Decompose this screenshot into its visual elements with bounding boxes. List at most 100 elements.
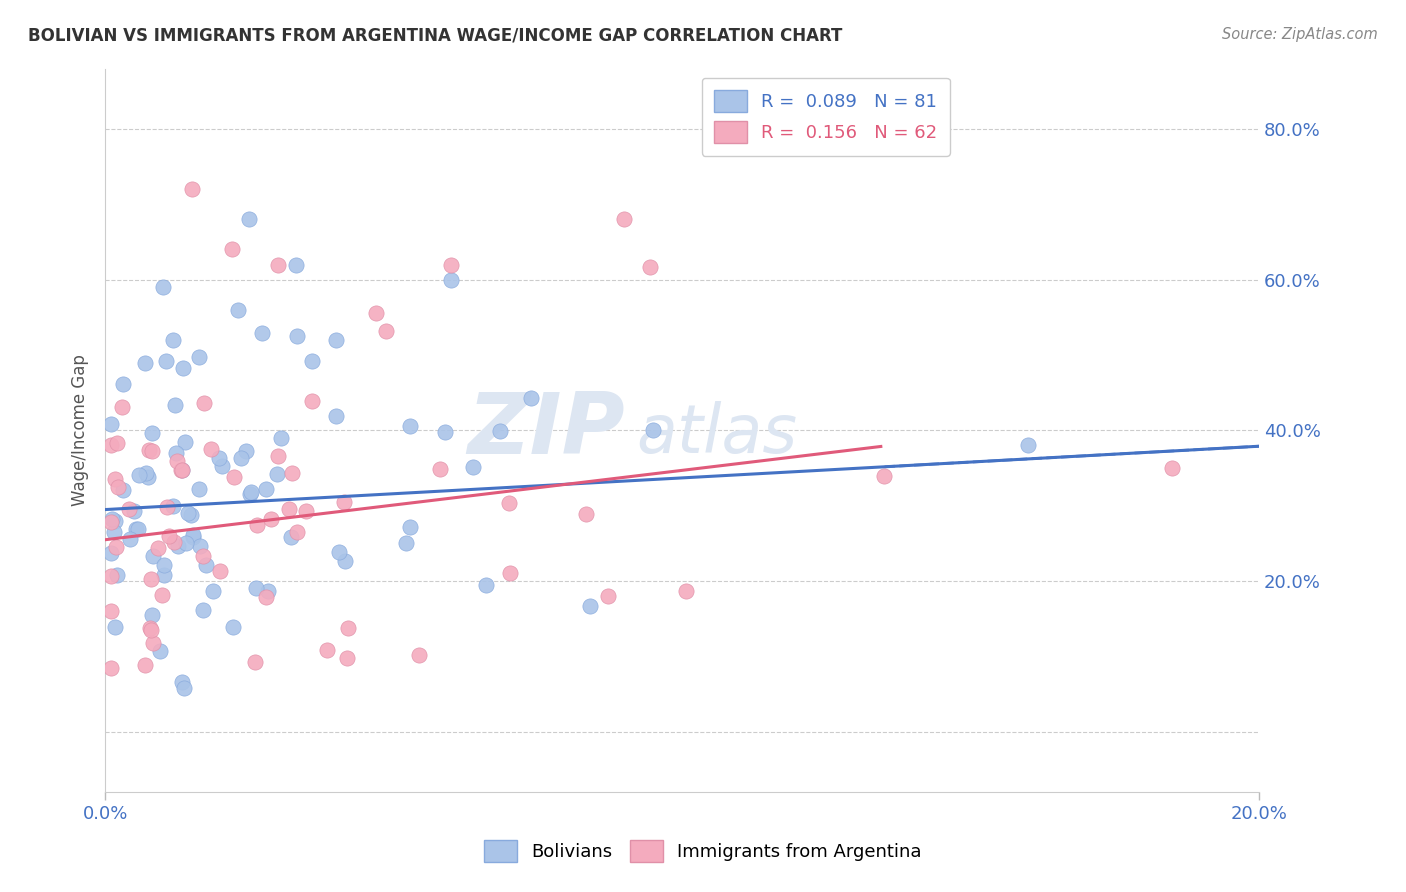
Point	[141, 608, 163, 623]
Point	[398, 520, 420, 534]
Point	[105, 435, 128, 450]
Point	[104, 472, 127, 486]
Point	[221, 243, 243, 257]
Point	[238, 212, 260, 227]
Point	[138, 443, 160, 458]
Point	[408, 648, 430, 663]
Point	[222, 620, 245, 634]
Point	[1017, 438, 1039, 452]
Point	[375, 325, 398, 339]
Point	[613, 212, 636, 227]
Point	[181, 528, 204, 542]
Point	[101, 512, 124, 526]
Point	[118, 501, 141, 516]
Point	[245, 581, 267, 595]
Point	[188, 351, 211, 365]
Point	[104, 514, 127, 528]
Text: atlas: atlas	[636, 401, 797, 467]
Point	[440, 272, 463, 286]
Legend: R =  0.089   N = 81, R =  0.156   N = 62: R = 0.089 N = 81, R = 0.156 N = 62	[702, 78, 950, 156]
Point	[240, 485, 263, 500]
Point	[209, 564, 232, 578]
Point	[103, 524, 125, 539]
Point	[142, 549, 165, 563]
Point	[100, 515, 122, 529]
Point	[195, 558, 218, 572]
Point	[433, 425, 456, 439]
Point	[100, 569, 122, 583]
Point	[120, 532, 142, 546]
Point	[176, 506, 198, 520]
Point	[325, 409, 347, 423]
Point	[124, 522, 146, 536]
Point	[578, 599, 600, 614]
Point	[295, 504, 318, 518]
Point	[316, 643, 339, 657]
Point	[489, 424, 512, 438]
Point	[231, 450, 253, 465]
Point	[474, 578, 496, 592]
Point	[174, 434, 197, 449]
Point	[139, 623, 162, 637]
Point	[104, 620, 127, 634]
Point	[173, 681, 195, 695]
Point	[440, 258, 463, 272]
Point	[333, 554, 356, 568]
Point	[169, 463, 191, 477]
Point	[267, 450, 290, 464]
Point	[112, 483, 135, 498]
Point	[254, 590, 277, 604]
Point	[238, 487, 260, 501]
Point	[153, 568, 176, 582]
Point	[226, 302, 249, 317]
Point	[598, 589, 620, 603]
Point	[166, 454, 188, 468]
Point	[333, 495, 356, 509]
Point	[399, 418, 422, 433]
Point	[152, 588, 174, 602]
Point	[170, 463, 193, 477]
Point	[463, 459, 485, 474]
Point	[170, 675, 193, 690]
Point	[100, 546, 122, 560]
Point	[188, 483, 211, 497]
Point	[575, 507, 598, 521]
Point	[163, 535, 186, 549]
Point	[124, 504, 146, 518]
Legend: Bolivians, Immigrants from Argentina: Bolivians, Immigrants from Argentina	[477, 833, 929, 870]
Point	[335, 650, 357, 665]
Point	[638, 260, 661, 275]
Point	[301, 354, 323, 368]
Point	[281, 466, 304, 480]
Point	[328, 545, 350, 559]
Point	[141, 443, 163, 458]
Point	[246, 517, 269, 532]
Point	[675, 584, 697, 599]
Point	[163, 398, 186, 412]
Point	[183, 530, 205, 544]
Point	[429, 461, 451, 475]
Point	[498, 496, 520, 510]
Point	[167, 539, 190, 553]
Point	[364, 306, 387, 320]
Point	[141, 425, 163, 440]
Point	[873, 468, 896, 483]
Point	[270, 431, 292, 445]
Point	[134, 657, 156, 672]
Point	[127, 522, 149, 536]
Point	[200, 442, 222, 456]
Point	[112, 376, 135, 391]
Point	[301, 394, 323, 409]
Point	[146, 541, 169, 556]
Point	[337, 621, 360, 635]
Point	[100, 417, 122, 431]
Point	[162, 333, 184, 347]
Point	[222, 469, 245, 483]
Point	[162, 500, 184, 514]
Point	[257, 584, 280, 599]
Point	[202, 584, 225, 599]
Point	[157, 529, 180, 543]
Point	[107, 480, 129, 494]
Point	[519, 391, 541, 405]
Point	[208, 451, 231, 466]
